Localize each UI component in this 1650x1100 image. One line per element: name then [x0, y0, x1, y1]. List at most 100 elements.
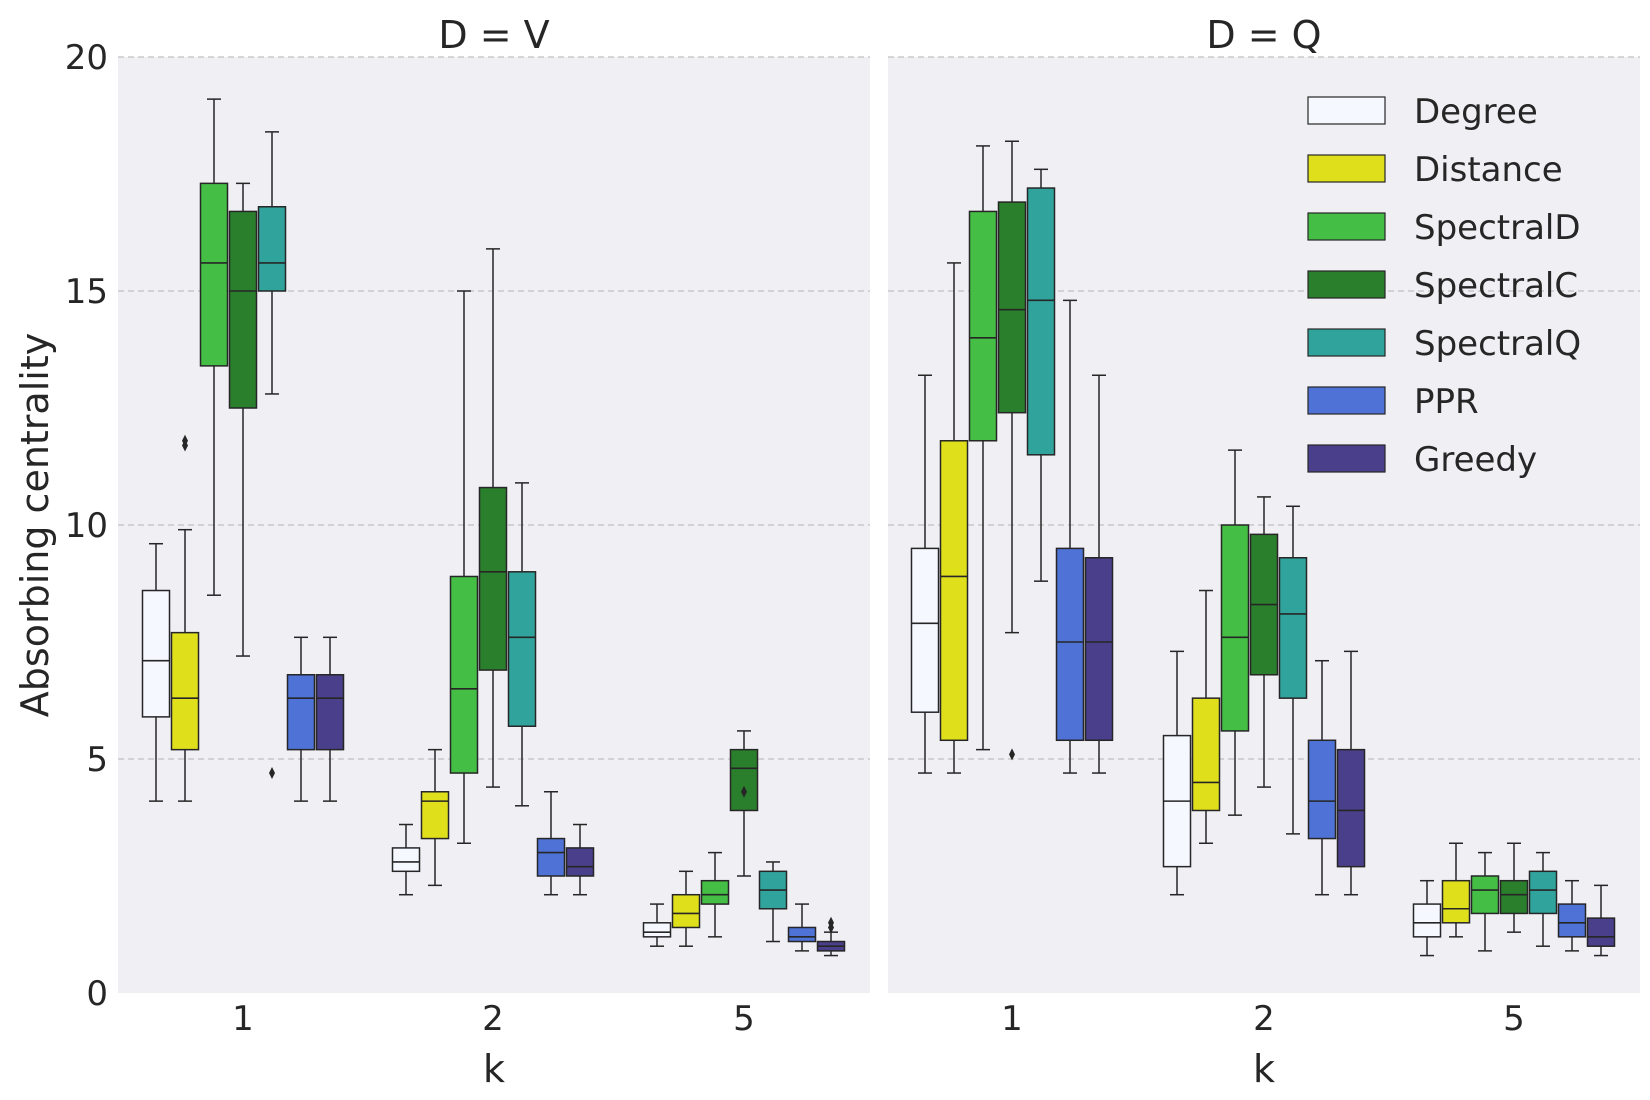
box-iqr	[1191, 697, 1221, 812]
box-greedy	[1586, 884, 1616, 957]
box-distance	[1441, 842, 1471, 938]
box-iqr	[700, 879, 730, 905]
box-iqr	[910, 547, 940, 713]
panels-layer: 0 5 10 15 20 D = V 1 2 5 k D = Q 1 2 5 k	[65, 13, 1640, 1091]
box-spectrald	[1220, 449, 1250, 816]
box-iqr	[997, 201, 1027, 414]
box-degree	[642, 903, 672, 947]
panel-d-eq-v: 0 5 10 15 20 D = V 1 2 5 k	[65, 13, 870, 1091]
legend-label: SpectralQ	[1414, 324, 1581, 364]
outlier-point	[1009, 748, 1015, 761]
box-spectralc	[729, 730, 759, 877]
legend-swatch	[1307, 96, 1386, 125]
legend: Degree Distance SpectralD SpectralC Spectral…	[1307, 92, 1581, 480]
box-spectrald	[199, 98, 229, 596]
box-spectralc	[1499, 842, 1529, 933]
box-iqr	[1528, 870, 1558, 915]
y-tick-label: 10	[65, 506, 108, 546]
box-group-k-5: 5	[642, 730, 846, 1039]
box-spectralc	[228, 182, 258, 657]
box-greedy	[315, 636, 345, 802]
x-tick-label: 2	[482, 999, 504, 1039]
legend-swatch	[1307, 386, 1386, 415]
outlier-point	[269, 767, 275, 780]
box-iqr	[939, 440, 969, 742]
legend-item-degree: Degree	[1307, 92, 1538, 132]
x-axis-label: k	[483, 1047, 505, 1091]
y-tick-label: 5	[86, 740, 108, 780]
box-spectrald	[449, 290, 479, 844]
box-greedy	[816, 916, 846, 957]
box-iqr	[286, 674, 316, 751]
box-greedy	[1084, 374, 1114, 774]
box-degree	[1162, 650, 1192, 896]
legend-label: SpectralC	[1414, 266, 1578, 306]
legend-item-distance: Distance	[1307, 150, 1563, 190]
x-axis-label: k	[1253, 1047, 1275, 1091]
box-iqr	[478, 486, 508, 671]
y-tick-label: 15	[65, 272, 108, 312]
panel-title: D = V	[438, 13, 549, 57]
y-tick-label: 20	[65, 38, 108, 78]
box-ppr	[536, 791, 566, 896]
legend-swatch	[1307, 212, 1386, 241]
box-iqr	[729, 748, 759, 812]
panel-d-eq-q: D = Q 1 2 5 k	[888, 13, 1640, 1091]
box-group-k-1: 1	[910, 140, 1114, 1039]
box-iqr	[1586, 917, 1616, 947]
legend-item-spectrald: SpectralD	[1307, 208, 1581, 248]
box-iqr	[1441, 879, 1471, 924]
box-ppr	[787, 903, 817, 952]
box-degree	[1412, 879, 1442, 957]
legend-label: Distance	[1414, 150, 1563, 190]
box-spectralq	[257, 131, 287, 780]
x-tick-label: 5	[1503, 999, 1525, 1039]
box-degree	[391, 823, 421, 896]
box-group-k-5: 5	[1412, 842, 1616, 1039]
legend-swatch	[1307, 154, 1386, 183]
x-tick-label: 5	[733, 999, 755, 1039]
box-iqr	[257, 206, 287, 292]
y-tick-label: 0	[86, 974, 108, 1014]
box-iqr	[1336, 748, 1366, 868]
box-iqr	[170, 631, 200, 751]
box-ppr	[1557, 879, 1587, 952]
legend-item-ppr: PPR	[1307, 382, 1479, 422]
box-iqr	[315, 674, 345, 751]
legend-item-spectralc: SpectralC	[1307, 266, 1578, 306]
box-iqr	[787, 926, 817, 943]
box-spectralq	[1278, 505, 1308, 835]
box-iqr	[199, 182, 229, 367]
box-iqr	[642, 922, 672, 938]
box-iqr	[671, 893, 701, 929]
legend-label: PPR	[1414, 382, 1479, 422]
box-spectrald	[968, 145, 998, 751]
x-tick-label: 1	[232, 999, 254, 1039]
box-spectrald	[700, 851, 730, 938]
box-iqr	[141, 589, 171, 718]
box-distance	[1191, 589, 1221, 844]
box-iqr	[1557, 903, 1587, 938]
x-tick-label: 2	[1253, 999, 1275, 1039]
box-iqr	[228, 210, 258, 409]
box-group-k-2: 2	[391, 248, 595, 1039]
box-iqr	[968, 210, 998, 442]
outlier-point	[828, 916, 834, 929]
box-iqr	[1470, 875, 1500, 915]
legend-label: SpectralD	[1414, 208, 1581, 248]
box-spectralc	[478, 248, 508, 788]
box-iqr	[507, 571, 537, 727]
box-iqr	[391, 847, 421, 873]
box-iqr	[1499, 879, 1529, 915]
box-iqr	[1412, 903, 1442, 938]
legend-swatch	[1307, 270, 1386, 299]
outlier-point	[182, 434, 188, 447]
box-spectralq	[758, 861, 788, 943]
legend-label: Greedy	[1414, 440, 1537, 480]
box-ppr	[286, 636, 316, 802]
panel-title: D = Q	[1206, 13, 1321, 57]
y-axis-label: Absorbing centrality	[13, 333, 57, 717]
box-distance	[939, 262, 969, 774]
box-group-k-2: 2	[1162, 449, 1366, 1039]
